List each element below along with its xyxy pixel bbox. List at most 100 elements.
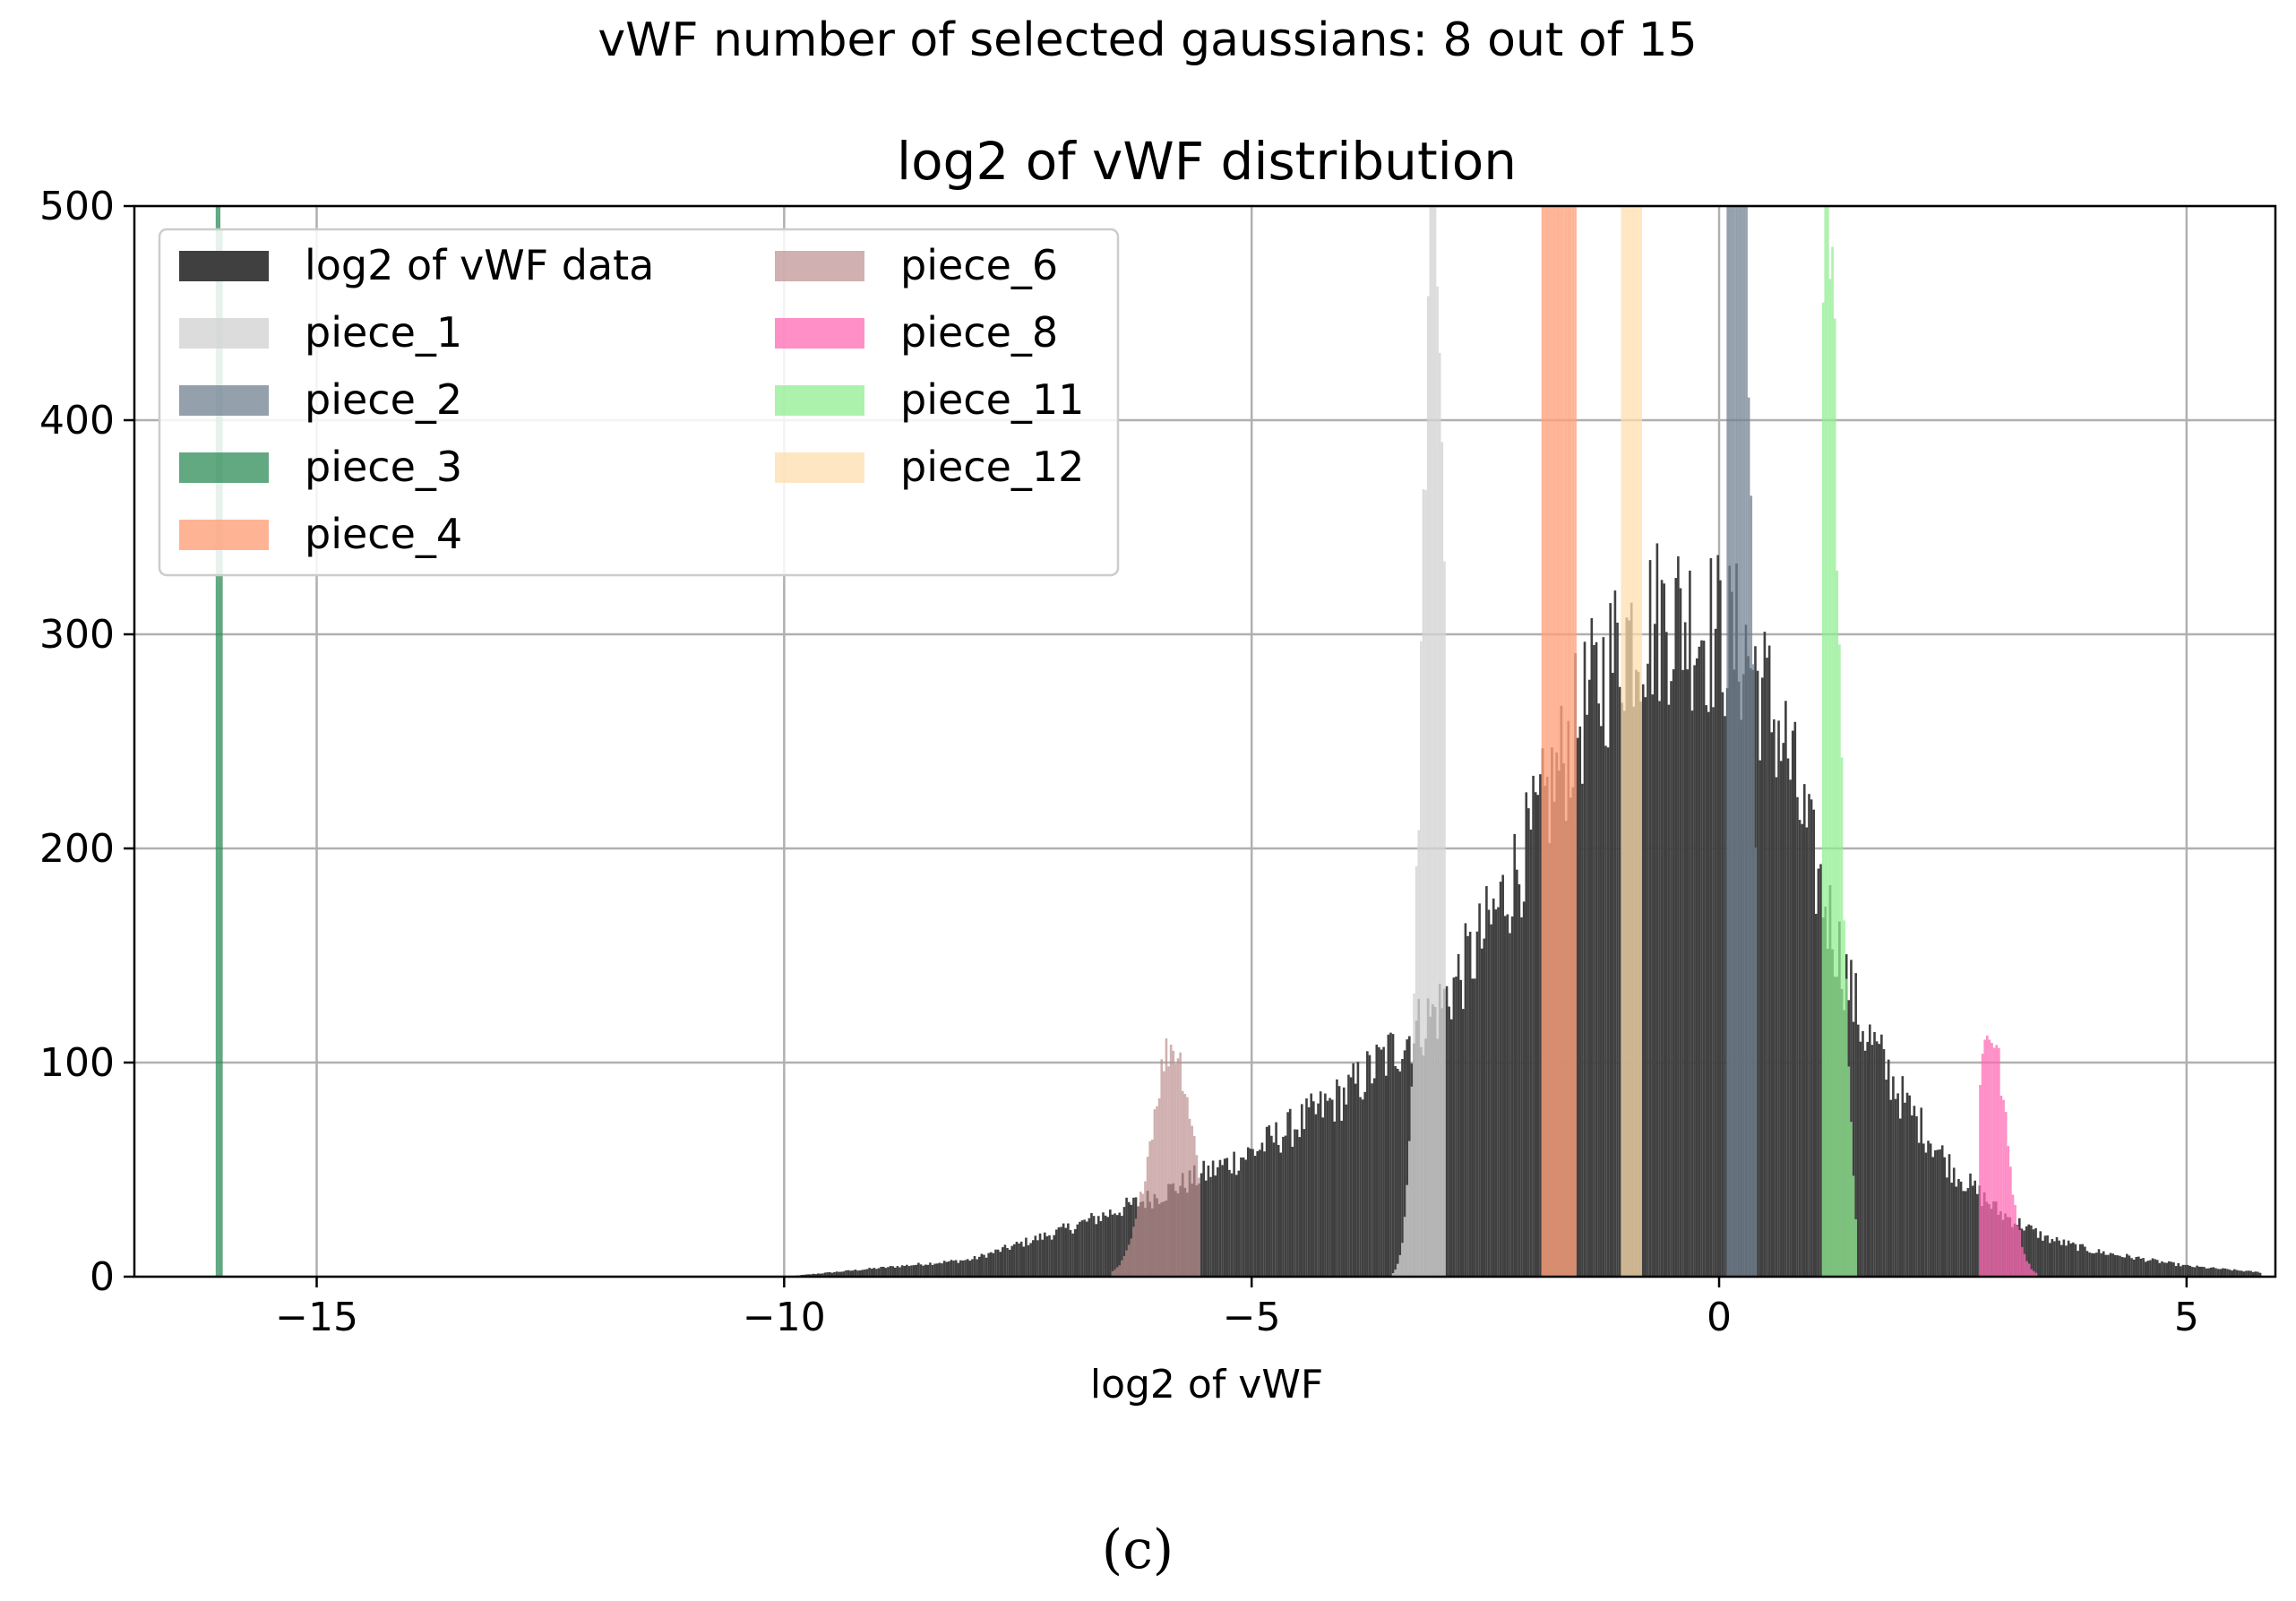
bar [1852,1175,1855,1277]
bar [1962,1191,1965,1277]
bar [854,1270,857,1277]
bar [2226,1269,2229,1277]
bar [1904,1102,1906,1277]
bar [1674,578,1678,1277]
bar [1420,641,1423,1277]
bar [2043,1235,2047,1277]
bar [1487,909,1491,1277]
bar [1403,1050,1406,1277]
bar [1827,206,1829,1277]
chart-title: log2 of vWF distribution [897,131,1517,192]
bar [1560,206,1563,1277]
bar [1931,1157,1935,1277]
bar [1940,1145,1944,1277]
bar [1606,747,1610,1277]
bar [1013,1244,1016,1277]
bar [861,1270,864,1277]
bar [2116,1255,2120,1277]
bar [1777,720,1780,1277]
bar [1831,246,1834,1278]
bar [1518,884,1521,1277]
series-piece-1 [1391,206,1446,1277]
bar [1840,757,1844,1277]
bar [1106,1217,1110,1277]
bar [1314,1114,1318,1277]
bar [1130,1238,1133,1277]
bar [1286,1112,1289,1277]
bar [2119,1255,2121,1277]
bar [2062,1239,2066,1277]
bar [1022,1246,1026,1277]
bar [973,1256,976,1277]
bar [2081,1244,2085,1277]
bar [1812,809,1815,1277]
bar [1148,1140,1151,1277]
bar [1998,1047,2000,1277]
bar [2033,1270,2035,1277]
legend-swatch [775,318,864,349]
bar [1525,792,1528,1277]
bar [2025,1226,2028,1277]
bar [839,1271,843,1277]
bar [1999,1096,2003,1277]
bar [1707,711,1710,1277]
bar [1534,792,1537,1277]
bar [1246,1147,1250,1277]
bar [1779,761,1783,1277]
bar [899,1267,901,1277]
bar [1641,684,1645,1277]
bar [1191,1125,1193,1277]
bar [1183,1094,1187,1277]
bar [1485,886,1488,1277]
bar [1698,646,1701,1277]
bar [2240,1270,2243,1277]
bar [1964,1191,1967,1277]
bar [1824,206,1827,1277]
bar [1429,206,1432,1277]
bar [964,1260,967,1277]
bar [1466,935,1469,1277]
bar [1499,882,1502,1277]
bar [1375,1044,1379,1277]
bar [2102,1251,2105,1277]
bar [1064,1227,1068,1277]
bar [1415,865,1418,1277]
bar [1763,632,1767,1277]
bar [1300,1104,1303,1277]
x-tick-label: 0 [1707,1295,1732,1340]
bar [1700,640,1703,1277]
bar [2245,1270,2248,1277]
plot-frame [133,204,2277,1278]
bar [2221,1268,2224,1277]
bar [2011,1194,2015,1277]
bar [865,1269,869,1277]
bar [1217,1166,1219,1277]
bar [1948,1154,1951,1277]
bar [2065,1245,2068,1277]
bar [1449,1019,1453,1277]
bar [1490,924,1492,1277]
bar [849,1270,853,1277]
bar [1974,1180,1977,1277]
bar [1150,1140,1154,1277]
series-log2-of-vwf-data [795,543,2262,1277]
legend-label: piece_2 [305,375,462,424]
bar [1672,669,1675,1277]
bar [1586,714,1588,1277]
bar [1754,847,1758,1277]
bar [1863,1050,1867,1277]
bar [1557,206,1561,1277]
bar [2205,1268,2208,1277]
bar [910,1265,913,1277]
bar [1391,1034,1395,1277]
bar [833,1271,836,1277]
bar [1760,677,1764,1277]
bar [1111,1270,1114,1277]
bar [1310,1093,1313,1277]
bar [971,1259,974,1277]
bar [2154,1259,2156,1277]
bar [1228,1169,1231,1277]
bar [868,1268,871,1277]
bar [2069,1243,2073,1277]
bar [1432,206,1434,1277]
